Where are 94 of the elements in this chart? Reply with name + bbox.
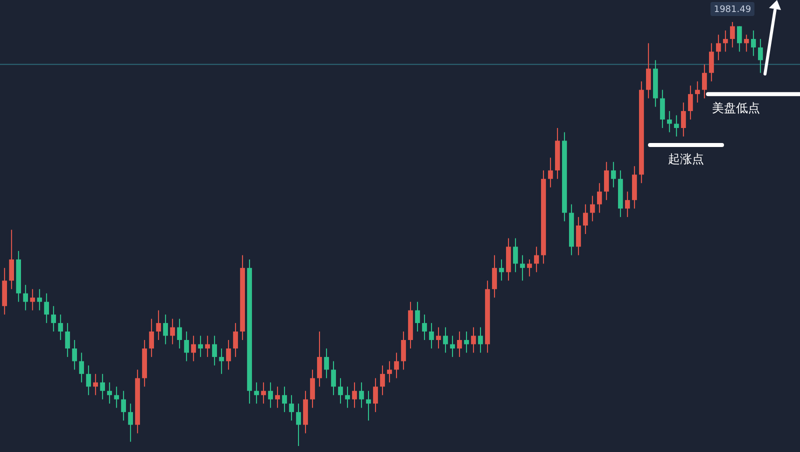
candlestick [184, 331, 189, 362]
candlestick [317, 331, 322, 388]
candlestick [478, 326, 483, 354]
candlestick [744, 34, 749, 52]
candlestick [191, 335, 196, 362]
candlestick [394, 352, 399, 379]
candlestick [324, 348, 329, 379]
candlestick [100, 373, 105, 400]
candlestick [345, 386, 350, 408]
candlestick [520, 254, 525, 282]
candlestick [359, 382, 364, 408]
candlestick [310, 369, 315, 408]
candlestick [212, 335, 217, 366]
candlestick [275, 386, 280, 408]
candlestick [443, 326, 448, 354]
candlestick [716, 34, 721, 61]
candlestick [177, 318, 182, 349]
candlestick [268, 382, 273, 408]
candlestick [492, 254, 497, 298]
candlestick [646, 42, 651, 99]
candlestick [366, 390, 371, 422]
candlestick [289, 394, 294, 422]
candlestick [688, 85, 693, 120]
candlestick [527, 258, 532, 277]
candlestick [548, 157, 553, 188]
candlestick [415, 301, 420, 332]
candlestick [681, 102, 686, 137]
candlestick [107, 382, 112, 404]
candlestick [660, 89, 665, 128]
candlestick [233, 322, 238, 358]
candlestick [604, 161, 609, 201]
candlestick [37, 288, 42, 311]
ref-line-label: 起涨点 [668, 152, 704, 166]
candlestick [79, 352, 84, 383]
candlestick [219, 348, 224, 374]
candlestick [429, 322, 434, 349]
candlestick [338, 378, 343, 404]
candlestick [457, 331, 462, 358]
candlestick [401, 331, 406, 370]
candlestick [422, 314, 427, 340]
candlestick [373, 378, 378, 413]
candlestick [758, 38, 763, 74]
candlestick [226, 340, 231, 370]
candlestick [86, 364, 91, 396]
candlestick [499, 258, 504, 282]
candlestick [730, 22, 735, 48]
annotation: 1981.49 [714, 5, 752, 15]
candlestick [65, 322, 70, 358]
candlestick [436, 326, 441, 349]
candlestick [282, 386, 287, 413]
candlestick [667, 110, 672, 133]
candlestick [352, 382, 357, 408]
candlestick [9, 229, 14, 290]
candlestick [128, 403, 133, 442]
candlestick [471, 326, 476, 354]
candlestick [737, 26, 742, 52]
candlestick [205, 335, 210, 358]
candlestick [72, 340, 77, 370]
candlestick [625, 191, 630, 218]
candlestick [695, 80, 700, 104]
candlestick [163, 314, 168, 345]
candlestick [51, 306, 56, 332]
candlestick [114, 386, 119, 408]
candlestick [198, 335, 203, 358]
candlestick [597, 182, 602, 214]
candlestick [751, 30, 756, 56]
candlestick [261, 382, 266, 404]
candlestick [387, 360, 392, 383]
candlestick [583, 204, 588, 234]
candlestick [170, 318, 175, 345]
candlestick [723, 30, 728, 52]
candlestick [254, 382, 259, 404]
candlestick [149, 318, 154, 358]
candlestick [611, 161, 616, 188]
candlestick [576, 216, 581, 256]
ref-line-label: 美盘低点 [712, 101, 760, 116]
candlestick [450, 335, 455, 358]
candlestick [58, 314, 63, 340]
candlestick [709, 42, 714, 82]
candlestick [93, 373, 98, 396]
candlestick [156, 310, 161, 340]
candlestick [296, 403, 301, 446]
candlestick [513, 238, 518, 273]
candlestick [30, 288, 35, 311]
candlestick [380, 364, 385, 396]
candlestick [121, 390, 126, 422]
candlestick [702, 64, 707, 99]
candlestick [331, 360, 336, 396]
candlestick [464, 331, 469, 354]
candlestick [23, 284, 28, 311]
candlestick [590, 195, 595, 222]
candlestick [534, 246, 539, 273]
candlestick [44, 292, 49, 324]
candlestick [674, 114, 679, 137]
